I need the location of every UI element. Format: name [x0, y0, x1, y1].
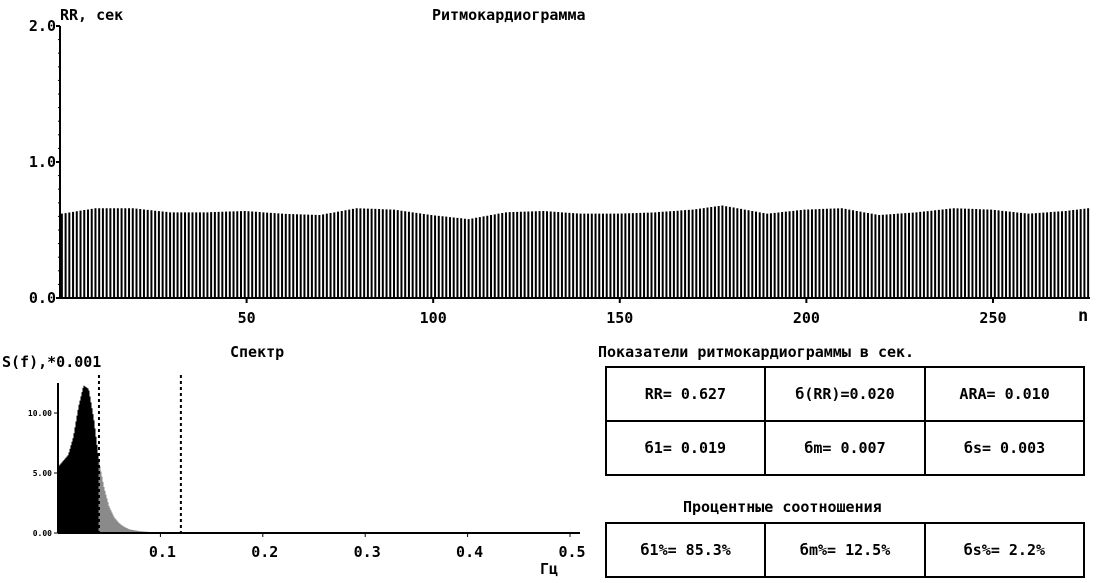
spectrum-y-label: S(f),*0.001 — [2, 353, 102, 371]
y-tick-label: 10.00 — [28, 409, 52, 418]
spectrum-area — [58, 385, 212, 533]
x-tick-label: 150 — [606, 309, 633, 327]
x-tick-label: 50 — [238, 309, 256, 327]
spectrum-title: Спектр — [230, 343, 285, 361]
x-tick-label: 0.2 — [251, 543, 278, 561]
spectrum-x-label: Гц — [540, 560, 559, 578]
stat-sigma-rr: б(RR)=0.020 — [763, 366, 927, 422]
indicators-title: Показатели ритмокардиограммы в сек. — [598, 343, 915, 361]
x-tick-label: 200 — [793, 309, 820, 327]
stat-sigma-l: б1= 0.019 — [605, 420, 766, 476]
stat-ara: АRA= 0.010 — [924, 366, 1085, 422]
y-tick-label: 1.0 — [29, 153, 56, 171]
y-tick-label: 2.0 — [29, 17, 56, 35]
percent-title: Процентные соотношения — [683, 498, 882, 516]
stat-sigma-s: бs= 0.003 — [924, 420, 1085, 476]
rhythmogram-y-label: RR, сек — [60, 6, 124, 24]
rhythmogram-bars — [60, 205, 1090, 298]
x-tick-label: 250 — [979, 309, 1006, 327]
percent-sigma-s: бs%= 2.2% — [923, 522, 1086, 578]
percent-table: б1%= 85.3% бm%= 12.5% бs%= 2.2% — [604, 522, 1086, 578]
y-tick-label: 5.00 — [33, 469, 52, 478]
x-tick-label: 100 — [420, 309, 447, 327]
stat-sigma-m: бm= 0.007 — [763, 420, 927, 476]
indicators-table: RR= 0.627 б(RR)=0.020 АRA= 0.010 б1= 0.0… — [605, 366, 1085, 476]
table-row: б1= 0.019 бm= 0.007 бs= 0.003 — [605, 420, 1085, 476]
y-tick-label: 0.0 — [29, 289, 56, 307]
percent-sigma-m: бm%= 12.5% — [764, 522, 926, 578]
spectrum-ticks: 0.00 5.00 10.00 0.1 0.2 0.3 0.4 0.5 — [28, 409, 586, 561]
percent-sigma-l: б1%= 85.3% — [604, 522, 767, 578]
table-row: б1%= 85.3% бm%= 12.5% бs%= 2.2% — [604, 522, 1086, 578]
rhythmogram-ticks: 0.0 1.0 2.0 50 100 150 200 250 — [29, 17, 1007, 327]
x-tick-label: 0.4 — [456, 543, 483, 561]
rhythmogram-x-label: n — [1078, 306, 1089, 326]
x-tick-label: 0.5 — [558, 543, 585, 561]
y-tick-label: 0.00 — [33, 529, 52, 538]
x-tick-label: 0.1 — [149, 543, 176, 561]
spectrum-band-limits — [97, 375, 182, 533]
x-tick-label: 0.3 — [354, 543, 381, 561]
spectrum-chart: 0.00 5.00 10.00 0.1 0.2 0.3 0.4 0.5 — [28, 375, 586, 561]
rhythmogram-title: Ритмокардиограмма — [432, 6, 586, 24]
table-row: RR= 0.627 б(RR)=0.020 АRA= 0.010 — [605, 366, 1085, 422]
stat-rr: RR= 0.627 — [605, 366, 766, 422]
rhythmogram-chart: 0.0 1.0 2.0 50 100 150 200 250 — [29, 17, 1090, 327]
